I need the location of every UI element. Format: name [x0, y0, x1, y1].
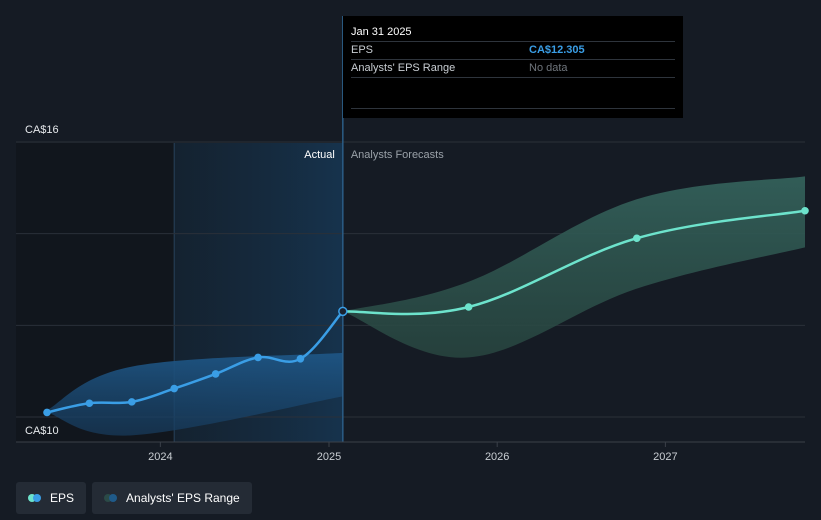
range-bands	[47, 176, 805, 436]
range-swatch-dot	[104, 494, 113, 502]
x-tick-label: 2027	[653, 451, 677, 463]
legend: EPS Analysts' EPS Range	[16, 482, 252, 514]
tooltip-row-range: Analysts' EPS Range No data	[351, 60, 675, 78]
eps-actual-point	[211, 370, 220, 378]
eps-swatch-dot	[28, 494, 36, 502]
eps-actual-point	[127, 398, 136, 406]
eps-forecast-point	[633, 234, 641, 243]
eps-forecast-point	[464, 303, 473, 311]
legend-eps-button[interactable]: EPS	[16, 482, 87, 514]
eps-swatch-dot	[33, 494, 41, 502]
tooltip-footer-line	[351, 108, 675, 109]
tooltip-range-label: Analysts' EPS Range	[351, 62, 456, 74]
legend-range-button[interactable]: Analysts' EPS Range	[92, 482, 252, 514]
forecast-region-label: Analysts Forecasts	[351, 149, 444, 161]
x-axis: 2024 2025 2026 2027	[16, 441, 805, 463]
eps-forecast-line	[341, 209, 807, 316]
legend-eps-label: EPS	[50, 491, 75, 505]
tooltip-date: Jan 31 2025	[351, 24, 675, 42]
y-tick-label: CA$10	[25, 425, 59, 437]
legend-range-label: Analysts' EPS Range	[126, 491, 240, 505]
x-tick-label: 2025	[317, 451, 341, 463]
actual-range-band	[47, 352, 343, 436]
x-tick-label: 2024	[148, 451, 172, 463]
y-tick-label: CA$16	[25, 124, 59, 136]
eps-swatch-icon	[28, 494, 42, 502]
tooltip-row-eps: EPS CA$12.305	[351, 42, 675, 60]
eps-actual-point	[254, 353, 262, 362]
eps-forecast-point	[801, 206, 809, 215]
tooltip-eps-value: CA$12.305	[529, 44, 585, 56]
eps-actual-point	[85, 399, 94, 408]
eps-actual-point	[338, 306, 348, 317]
tooltip-range-value: No data	[529, 62, 568, 74]
tooltip-eps-label: EPS	[351, 44, 374, 56]
tooltip: Jan 31 2025 EPS CA$12.305 Analysts' EPS …	[343, 16, 683, 118]
eps-actual-point	[170, 384, 178, 393]
eps-points	[43, 206, 809, 417]
eps-actual-point	[296, 354, 305, 363]
range-swatch-icon	[104, 494, 118, 502]
x-tick-label: 2026	[485, 451, 509, 463]
forecast-range-band	[342, 176, 805, 358]
eps-actual-point	[43, 408, 51, 417]
actual-region-label: Actual	[304, 149, 335, 161]
chart-labels: CA$16 CA$10 Actual Analysts Forecasts	[25, 124, 444, 437]
range-swatch-dot	[109, 494, 118, 502]
